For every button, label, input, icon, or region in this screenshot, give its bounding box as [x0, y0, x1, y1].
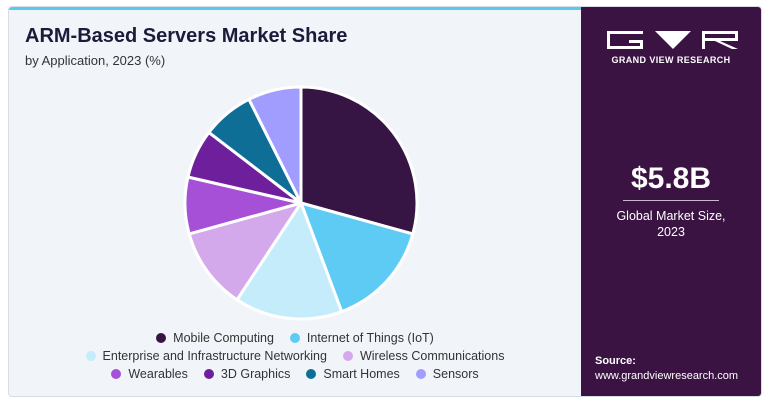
legend-swatch [289, 333, 300, 343]
legend-label: 3D Graphics [220, 367, 291, 381]
chart-card: ARM-Based Servers Market Share by Applic… [8, 6, 762, 397]
pie-slice-enterprise-networking [235, 201, 344, 321]
source-link[interactable]: www.grandviewresearch.com [595, 370, 739, 382]
legend-label: Smart Homes [323, 367, 400, 381]
market-size-label: Global Market Size, 2023 [581, 208, 761, 240]
legend-row-1: Mobile Computing Internet of Things (IoT… [9, 329, 581, 347]
legend-label: Enterprise and Infrastructure Networking [102, 349, 327, 363]
chart-panel: ARM-Based Servers Market Share by Applic… [9, 7, 581, 396]
legend-row-2: Enterprise and Infrastructure Networking… [9, 347, 581, 365]
legend-item-mobile-computing: Mobile Computing [156, 331, 274, 345]
chart-title: ARM-Based Servers Market Share [25, 25, 348, 47]
brand-name: GRAND VIEW RESEARCH [611, 55, 731, 65]
legend-item-sensors: Sensors [415, 367, 479, 381]
gvr-logo-icon [607, 31, 738, 49]
legend-item-3d-graphics: 3D Graphics [203, 367, 291, 381]
pie-chart [183, 85, 419, 321]
legend-swatch [203, 369, 214, 379]
legend-item-iot: Internet of Things (IoT) [289, 331, 434, 345]
legend-swatch [342, 351, 353, 361]
grand-view-research-logo: GRAND VIEW RESEARCH [603, 29, 741, 65]
legend-item-enterprise-networking: Enterprise and Infrastructure Networking [85, 349, 327, 363]
divider [623, 200, 719, 201]
pie-slice-iot [299, 201, 415, 314]
accent-line [9, 7, 581, 10]
legend-swatch [415, 369, 426, 379]
legend-swatch [156, 333, 167, 343]
legend-swatch [306, 369, 317, 379]
legend-label: Wearables [128, 367, 188, 381]
pie-slice-mobile-computing [299, 85, 419, 236]
market-size-value: $5.8B [630, 162, 712, 195]
pie-slice-sensors [247, 85, 303, 205]
legend-item-wearables: Wearables [111, 367, 188, 381]
market-size-label-line1: Global Market Size, [616, 209, 726, 223]
legend-row-3: Wearables 3D Graphics Smart Homes Sensor… [9, 365, 581, 383]
legend-label: Sensors [432, 367, 479, 381]
source-label: Source: [595, 355, 636, 367]
legend-item-smart-homes: Smart Homes [306, 367, 400, 381]
legend: Mobile Computing Internet of Things (IoT… [9, 329, 581, 383]
market-size-label-line2: 2023 [657, 225, 685, 239]
brand-panel: GRAND VIEW RESEARCH $5.8B Global Market … [581, 7, 761, 396]
legend-item-wireless-communications: Wireless Communications [342, 349, 505, 363]
legend-swatch [85, 351, 96, 361]
legend-label: Internet of Things (IoT) [306, 331, 434, 345]
legend-label: Wireless Communications [359, 349, 505, 363]
legend-swatch [111, 369, 122, 379]
legend-label: Mobile Computing [173, 331, 274, 345]
chart-subtitle: by Application, 2023 (%) [25, 53, 166, 68]
